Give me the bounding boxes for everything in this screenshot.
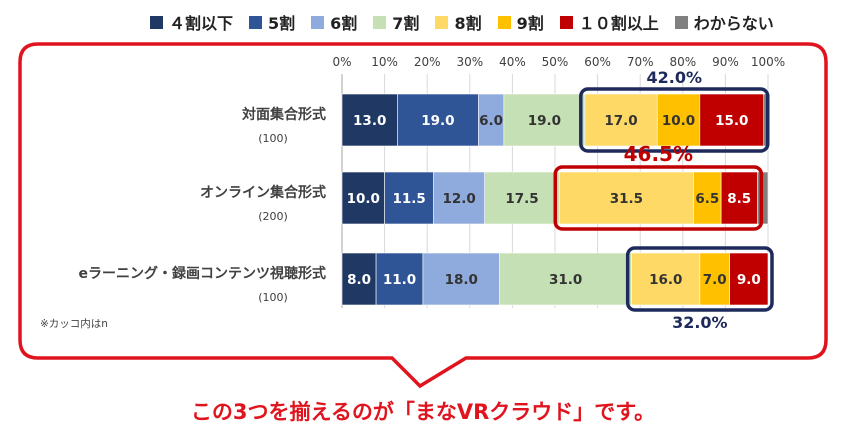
data-label: 15.0 [715,113,748,129]
note-text: ※カッコ内はn [40,317,108,330]
legend-item: わからない [674,10,774,34]
x-tick-label: 20% [414,55,441,69]
legend-swatch [249,15,263,29]
highlight-total-label: 32.0% [672,313,728,332]
legend-label: 7割 [392,14,420,33]
bar-segment [422,252,500,306]
x-tick-label: 10% [371,55,398,69]
legend-swatch [435,15,449,29]
legend-label: 5割 [268,14,296,33]
legend-swatch [497,15,511,29]
legend-swatch [311,15,325,29]
x-tick-label: 70% [627,55,654,69]
legend-swatch [559,15,573,29]
bar-segment [693,171,722,225]
category-n-label: (100) [258,132,288,145]
category-n-label: (100) [258,291,288,304]
bar-segment [397,93,479,147]
data-label: 18.0 [445,272,478,288]
data-label: 31.0 [549,272,582,288]
legend-item: 6割 [311,10,357,34]
category-label: eラーニング・録画コンテンツ視聴形式 [79,265,327,282]
bar-segment [729,252,769,306]
data-label: 11.5 [392,191,425,207]
legend: ４割以下 5割 6割 7割 8割 9割 １０割以上 わからない [150,10,774,34]
legend-swatch [373,15,387,29]
bar-segment [699,252,730,306]
bar-segment [478,93,505,147]
legend-item: ４割以下 [150,10,233,34]
legend-item: 8割 [435,10,482,34]
legend-swatch [150,15,163,29]
bar-segment [631,252,701,306]
bar-segment [584,93,658,147]
category-label: オンライン集合形式 [200,184,326,201]
data-label: 19.0 [528,113,561,129]
legend-label: わからない [693,14,774,33]
legend-label: 8割 [454,14,482,33]
data-label: 10.0 [347,191,380,207]
x-tick-label: 80% [669,55,696,69]
legend-label: 9割 [516,14,544,33]
bar-segment [384,171,434,225]
highlight-box [579,87,770,153]
data-label: 17.5 [505,191,538,207]
data-label: 10.0 [662,113,695,129]
data-label: 11.0 [383,272,416,288]
bar-segment [341,171,385,225]
bar-segment [720,171,758,225]
bar-segment [499,252,632,306]
bar-segment [656,93,701,147]
bar-segment [375,252,424,306]
highlight-total-label: 46.5% [624,142,693,166]
category-n-label: (200) [258,210,288,223]
data-label: 17.0 [604,113,637,129]
data-label: 6.5 [695,191,719,207]
data-label: 12.0 [442,191,475,207]
x-tick-label: 40% [499,55,526,69]
data-label: 16.0 [649,272,682,288]
data-label: 13.0 [353,113,386,129]
legend-label: ４割以下 [169,14,234,33]
legend-item: 7割 [373,10,419,34]
bar-segment [484,171,560,225]
highlight-total-label: 42.0% [647,68,703,87]
legend-item: １０割以上 [559,10,659,34]
highlight-box [625,246,774,312]
bar-segment [433,171,486,225]
category-label: 対面集合形式 [241,106,326,123]
legend-label: 6割 [330,14,358,33]
data-label: 8.0 [347,272,371,288]
data-label: 19.0 [421,113,454,129]
data-label: 31.5 [610,191,643,207]
caption: この3つを揃えるのが「まなVRクラウド」です。 [190,400,656,424]
legend-item: 9割 [497,10,544,34]
x-tick-label: 0% [332,55,351,69]
legend-label: １０割以上 [578,14,659,33]
data-label: 8.5 [727,191,751,207]
legend-item: 5割 [249,10,295,34]
highlight-box [553,165,764,231]
bar-segment [558,171,694,225]
data-label: 7.0 [703,272,727,288]
data-label: 9.0 [737,272,761,288]
x-tick-label: 50% [542,55,569,69]
x-tick-label: 30% [456,55,483,69]
x-tick-label: 100% [751,55,785,69]
bar-segment [341,252,377,306]
bar-segment [503,93,586,147]
x-tick-label: 90% [712,55,739,69]
bar-segment [699,93,765,147]
legend-swatch [674,15,688,29]
data-label: 6.0 [479,113,503,129]
x-tick-label: 60% [584,55,611,69]
